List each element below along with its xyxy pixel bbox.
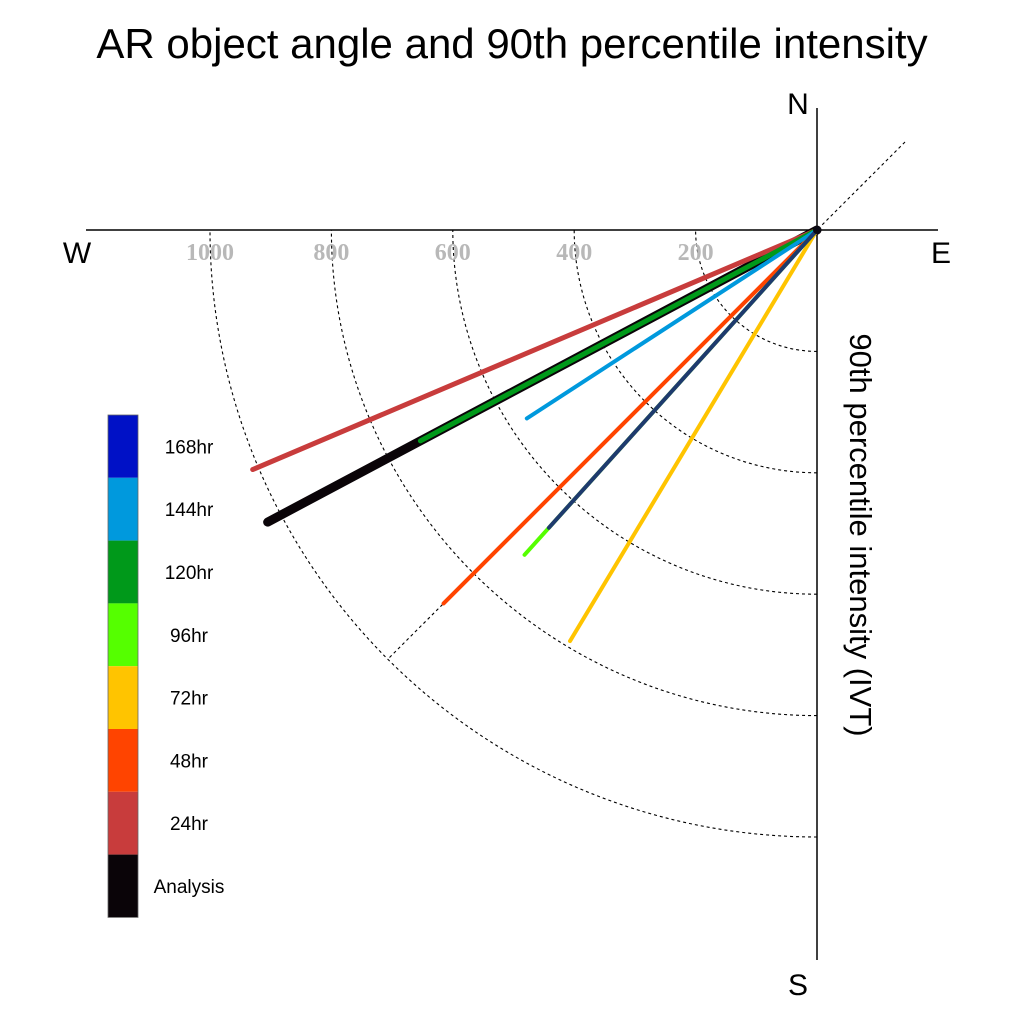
legend-border (107, 414, 139, 918)
legend-label: Analysis (154, 877, 225, 898)
radial-axis-label: 90th percentile intensity (IVT) (843, 333, 878, 736)
series-line-24hr (250, 227, 820, 473)
radial-tick-label: 800 (313, 240, 349, 266)
legend-label: 24hr (170, 814, 209, 835)
series-line-72hr (568, 228, 819, 644)
grid-arc (209, 229, 818, 838)
legend-swatch (108, 415, 138, 478)
legend-label: 48hr (170, 751, 209, 772)
origin-dot (813, 226, 821, 234)
radial-tick-labels: 200 400 600 800 1000 (186, 240, 714, 266)
legend-swatch (108, 854, 138, 918)
compass-east: E (931, 237, 951, 270)
legend-swatch (108, 540, 138, 604)
series-line-120hr (417, 227, 820, 444)
grid-arc (573, 229, 818, 474)
legend-swatch (108, 791, 138, 855)
radial-tick-label: 1000 (186, 240, 234, 266)
compass-west: W (63, 237, 92, 270)
series-line-48hr (441, 228, 819, 606)
series-lines (250, 225, 822, 644)
legend-label: 168hr (165, 437, 214, 458)
radial-tick-label: 400 (556, 240, 592, 266)
legend-label: 96hr (170, 626, 209, 647)
legend-swatch (108, 729, 138, 792)
grid-arc (695, 229, 818, 352)
legend-swatch (108, 477, 138, 541)
legend-label: 144hr (165, 500, 214, 521)
chart-title: AR object angle and 90th percentile inte… (96, 20, 927, 67)
series-line-144hr (524, 228, 819, 421)
grid-arc (452, 229, 818, 595)
grid-arc (330, 229, 818, 717)
legend-swatch (108, 603, 138, 667)
compass-north: N (787, 88, 809, 121)
legend-label: 72hr (170, 689, 209, 710)
legend-label: 120hr (165, 563, 214, 584)
legend: 168hr 144hr 120hr 96hr 72hr 48hr 24hr Analysis (107, 414, 225, 918)
series-line-168hr (546, 228, 819, 530)
legend-swatch (108, 666, 138, 729)
radial-tick-label: 600 (435, 240, 471, 266)
compass-south: S (788, 969, 808, 1002)
compass-axes (86, 108, 938, 960)
radial-tick-label: 200 (678, 240, 714, 266)
